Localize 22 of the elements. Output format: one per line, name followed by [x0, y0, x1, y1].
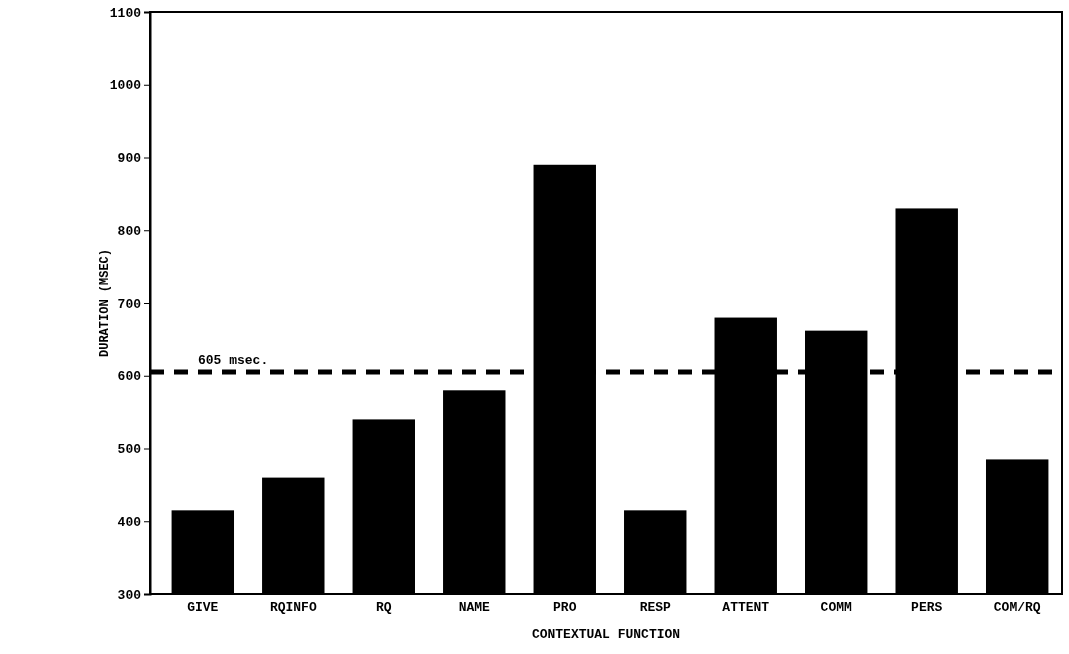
x-tick-label: PRO [553, 600, 577, 616]
x-tick-label: ATTENT [722, 600, 770, 616]
x-axis-title: CONTEXTUAL FUNCTION [531, 627, 681, 642]
x-tick-label: NAME [458, 600, 491, 616]
x-tick-label: RQ [375, 600, 392, 616]
y-tick-label: 1100 [109, 5, 142, 21]
y-tick-label: 600 [117, 369, 142, 385]
y-tick-label: 900 [117, 151, 142, 167]
y-tick-label: 400 [117, 514, 142, 530]
x-tick-label: COM/RQ [993, 600, 1041, 616]
ref-line-label: 605 msec. [198, 353, 269, 369]
x-tick-label: COMM [820, 600, 853, 616]
y-tick-label: 700 [117, 296, 142, 312]
x-tick-label: GIVE [187, 600, 219, 616]
y-axis-title: DURATION (MSEC) [98, 248, 112, 358]
y-tick-label: 1000 [109, 78, 142, 94]
x-tick-label: RQINFO [269, 600, 317, 616]
y-tick-label: 500 [117, 442, 142, 458]
y-tick-label: 800 [117, 223, 142, 239]
y-tick-label: 300 [117, 587, 142, 603]
x-tick-label: PERS [911, 600, 943, 616]
x-tick-label: RESP [639, 600, 672, 616]
